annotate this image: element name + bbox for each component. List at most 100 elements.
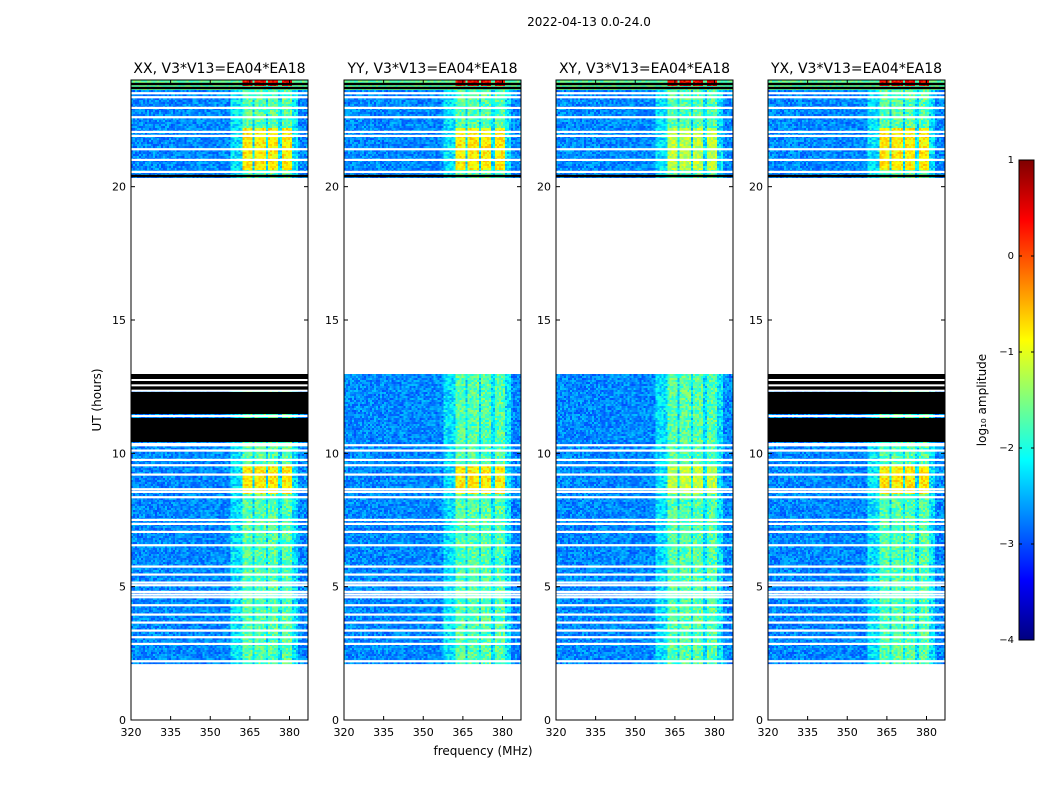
flag-gap-row	[344, 604, 521, 607]
panel-title: YY, V3*V13=EA04*EA18	[346, 61, 517, 77]
flag-gap-row	[556, 664, 733, 667]
flag-gap-row	[556, 92, 733, 95]
flag-gap-row	[131, 130, 308, 133]
x-axis-label: frequency (MHz)	[433, 744, 532, 758]
flag-gap-row	[344, 642, 521, 645]
flag-gap-row	[344, 573, 521, 576]
x-tick-label: 320	[546, 726, 567, 739]
heatmap-image	[131, 80, 308, 720]
flag-gap-row	[556, 464, 733, 467]
flag-gap-row	[131, 573, 308, 576]
flag-black-row	[556, 82, 733, 86]
flag-black-row	[344, 82, 521, 86]
flag-gap-row	[344, 116, 521, 119]
flag-gap-row	[768, 96, 945, 99]
flag-gap-row	[768, 496, 945, 499]
flag-gap-row	[768, 522, 945, 525]
flag-gap-row	[768, 488, 945, 491]
flag-gap-row	[768, 490, 945, 493]
x-tick-label: 365	[452, 726, 473, 739]
flag-gap-row	[344, 664, 521, 667]
flag-gap-row	[131, 116, 308, 119]
flag-gap-row	[768, 581, 945, 584]
x-tick-label: 335	[373, 726, 394, 739]
flag-gap-row	[344, 530, 521, 533]
flag-gap-row	[131, 621, 308, 624]
flag-gap-row	[131, 604, 308, 607]
y-tick-label: 5	[332, 581, 339, 594]
axes-frame	[343, 79, 522, 721]
y-tick-label: 10	[537, 447, 551, 460]
flag-gap-row	[344, 636, 521, 639]
y-tick-label: 0	[756, 714, 763, 727]
y-tick-label: 10	[749, 447, 763, 460]
colorbar-tick-label: 0	[1008, 251, 1014, 262]
flag-gap-row	[556, 642, 733, 645]
x-tick-label: 320	[334, 726, 355, 739]
flag-gap-row	[344, 584, 521, 587]
flag-gap-row	[344, 458, 521, 461]
x-tick-label: 320	[758, 726, 779, 739]
flag-gap-row	[131, 522, 308, 525]
flag-gap-row	[131, 488, 308, 491]
figure-title: 2022-04-13 0.0-24.0	[527, 15, 651, 29]
flag-gap-row	[768, 636, 945, 639]
flag-gap-row	[556, 522, 733, 525]
flag-gap-row	[768, 106, 945, 109]
flag-gap-row	[556, 581, 733, 584]
flag-gap-row	[556, 544, 733, 547]
flag-gap-row	[131, 636, 308, 639]
flag-gap-row	[556, 449, 733, 452]
flag-gap-row	[131, 544, 308, 547]
flag-gap-row	[768, 530, 945, 533]
flag-gap-row	[131, 379, 308, 381]
flag-gap-row	[131, 106, 308, 109]
flag-gap-row	[556, 134, 733, 137]
flag-gap-row	[768, 518, 945, 521]
flag-gap-row	[131, 530, 308, 533]
flag-gap-row	[131, 496, 308, 499]
flag-gap-row	[131, 629, 308, 632]
flag-gap-row	[768, 613, 945, 616]
x-tick-label: 365	[664, 726, 685, 739]
flag-gap-row	[768, 444, 945, 447]
flag-gap-row	[768, 565, 945, 568]
flag-gap-row	[131, 581, 308, 584]
x-tick-label: 380	[279, 726, 300, 739]
flag-black-row	[344, 174, 521, 178]
colorbar: −4 −3 −2 −1 0 1	[999, 155, 1035, 646]
flag-gap-row	[556, 596, 733, 599]
x-tick-label: 380	[492, 726, 513, 739]
flag-gap-row	[556, 158, 733, 161]
y-tick-label: 5	[119, 581, 126, 594]
flag-gap-row	[131, 92, 308, 95]
flag-gap-row	[344, 596, 521, 599]
y-tick-label: 15	[749, 314, 763, 327]
flag-black-row	[556, 174, 733, 178]
flag-gap-row	[344, 170, 521, 173]
flag-black-row	[768, 86, 945, 90]
flag-gap-row	[131, 584, 308, 587]
flag-gap-row	[344, 522, 521, 525]
flag-gap-row	[556, 473, 733, 476]
flag-gap-row	[768, 604, 945, 607]
flag-gap-row	[768, 621, 945, 624]
flag-gap-row	[768, 596, 945, 599]
y-tick-label: 10	[325, 447, 339, 460]
flag-gap-row	[131, 158, 308, 161]
flag-gap-row	[556, 621, 733, 624]
flag-gap-row	[556, 116, 733, 119]
colorbar-tick-label: −2	[999, 443, 1014, 454]
panel-0: 320 335 350 365 380 0 5 10 15 20 XX, V3*V13=EA04*E…	[112, 61, 309, 739]
flag-gap-row	[556, 613, 733, 616]
flag-gap-row	[768, 379, 945, 381]
flag-gap-row	[556, 660, 733, 663]
flag-gap-row	[768, 134, 945, 137]
flag-gap-row	[344, 565, 521, 568]
flag-gap-row	[556, 593, 733, 596]
flag-gap-row	[344, 544, 521, 547]
flag-gap-row	[131, 148, 308, 151]
flag-gap-row	[556, 496, 733, 499]
flag-gap-row	[768, 158, 945, 161]
